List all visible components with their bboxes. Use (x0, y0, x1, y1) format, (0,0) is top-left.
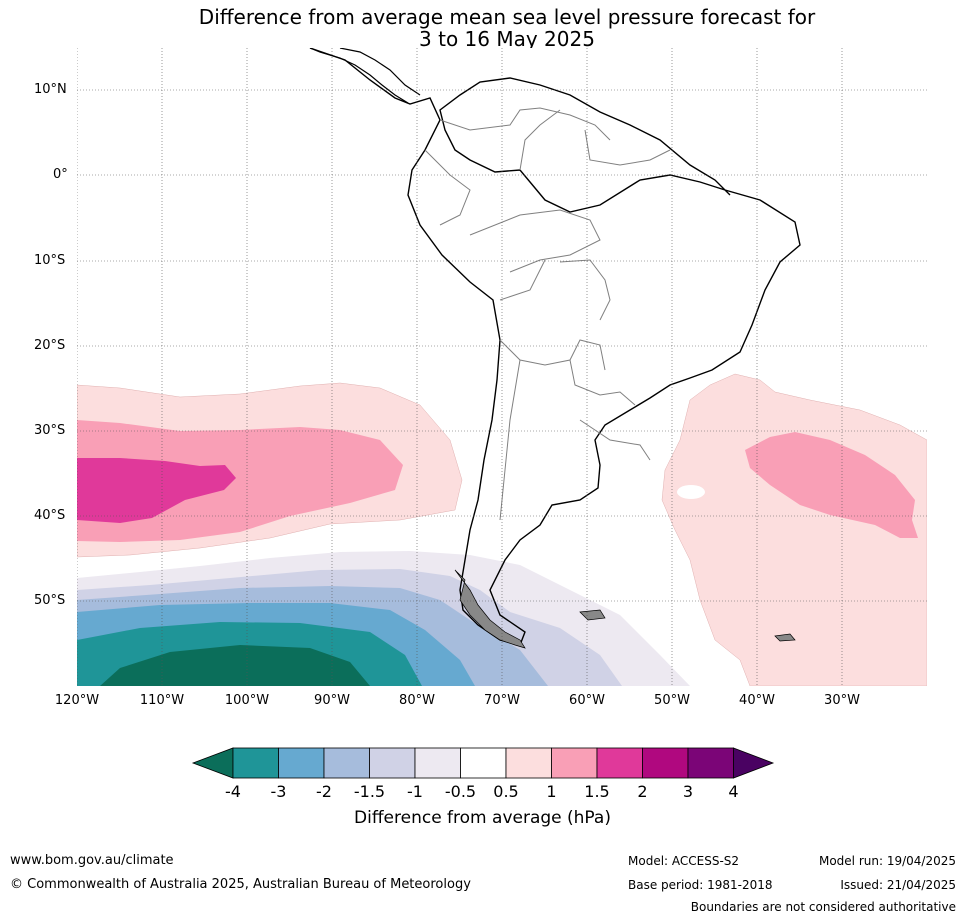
model-name: Model: ACCESS-S2 (628, 854, 740, 868)
colorbar-segment (369, 747, 416, 779)
anomaly-region-plus-1-atlantic (745, 432, 918, 538)
anomaly-hole-atlantic (677, 485, 705, 499)
colorbar-arrow-high (733, 747, 775, 779)
graticule (77, 48, 927, 686)
lon-label-40w: 40°W (739, 693, 775, 708)
lon-label-110w: 110°W (139, 693, 185, 708)
colorbar-tick: -1.5 (353, 782, 386, 801)
south-america-coastline (309, 48, 801, 646)
lon-label-100w: 100°W (224, 693, 270, 708)
pressure-anomaly-map (77, 48, 927, 686)
lat-label-50s: 50°S (34, 593, 66, 608)
colorbar-tick: 2 (637, 782, 648, 801)
issued-date: Issued: 21/04/2025 (840, 878, 956, 892)
colorbar-label: Difference from average (hPa) (354, 808, 611, 828)
base-period: Base period: 1981-2018 (628, 878, 773, 892)
colorbar-segment (460, 747, 507, 779)
colorbar-segment (687, 747, 734, 779)
lat-label-10s: 10°S (34, 253, 66, 268)
colorbar-segment (505, 747, 552, 779)
lat-label-0: 0° (53, 167, 68, 182)
map-title-line-1: Difference from average mean sea level p… (198, 5, 816, 29)
lat-label-10n: 10°N (34, 82, 67, 97)
colorbar-tick: 1 (546, 782, 557, 801)
model-run-date: Model run: 19/04/2025 (818, 854, 956, 868)
lon-label-70w: 70°W (484, 693, 520, 708)
colorbar-segment (278, 747, 325, 779)
lat-label-30s: 30°S (34, 423, 66, 438)
colorbar-tick: 4 (728, 782, 739, 801)
central-america-coastline (309, 48, 421, 104)
colorbar-tick: -2 (316, 782, 332, 801)
lon-label-30w: 30°W (824, 693, 860, 708)
colorbar-tick: 3 (682, 782, 694, 801)
colorbar-tick: -4 (225, 782, 241, 801)
lon-label-60w: 60°W (569, 693, 605, 708)
colorbar-segment (414, 747, 461, 779)
website-link[interactable]: www.bom.gov.au/climate (10, 853, 174, 868)
colorbar-segment (596, 747, 643, 779)
colorbar-tick: -0.5 (444, 782, 477, 801)
colorbar-tick: 1.5 (584, 782, 610, 801)
colorbar-segment (232, 747, 279, 779)
lon-label-50w: 50°W (654, 693, 690, 708)
anomaly-region-minus-4 (100, 645, 370, 686)
colorbar-tick: -3 (270, 782, 287, 801)
lat-label-20s: 20°S (34, 338, 66, 353)
colorbar-segment (642, 747, 689, 779)
anomaly-region-plus-0.5-atlantic (661, 373, 927, 686)
anomaly-region-plus-1.5-pacific (77, 458, 236, 523)
colorbar-segment (323, 747, 370, 779)
lon-label-80w: 80°W (399, 693, 435, 708)
lat-label-40s: 40°S (34, 508, 66, 523)
copyright-text: © Commonwealth of Australia 2025, Austra… (10, 877, 471, 892)
map-title-line-2: 3 to 16 May 2025 (419, 27, 595, 51)
country-borders (424, 107, 671, 521)
colorbar-tick: -1 (407, 782, 423, 801)
colorbar-arrow-low (191, 747, 234, 779)
boundaries-disclaimer: Boundaries are not considered authoritat… (690, 900, 956, 914)
lon-label-120w: 120°W (54, 693, 100, 708)
colorbar (191, 747, 775, 779)
colorbar-tick: 0.5 (493, 782, 519, 801)
colorbar-segment (551, 747, 598, 779)
chilean-archipelago (454, 569, 796, 649)
lon-label-90w: 90°W (314, 693, 350, 708)
